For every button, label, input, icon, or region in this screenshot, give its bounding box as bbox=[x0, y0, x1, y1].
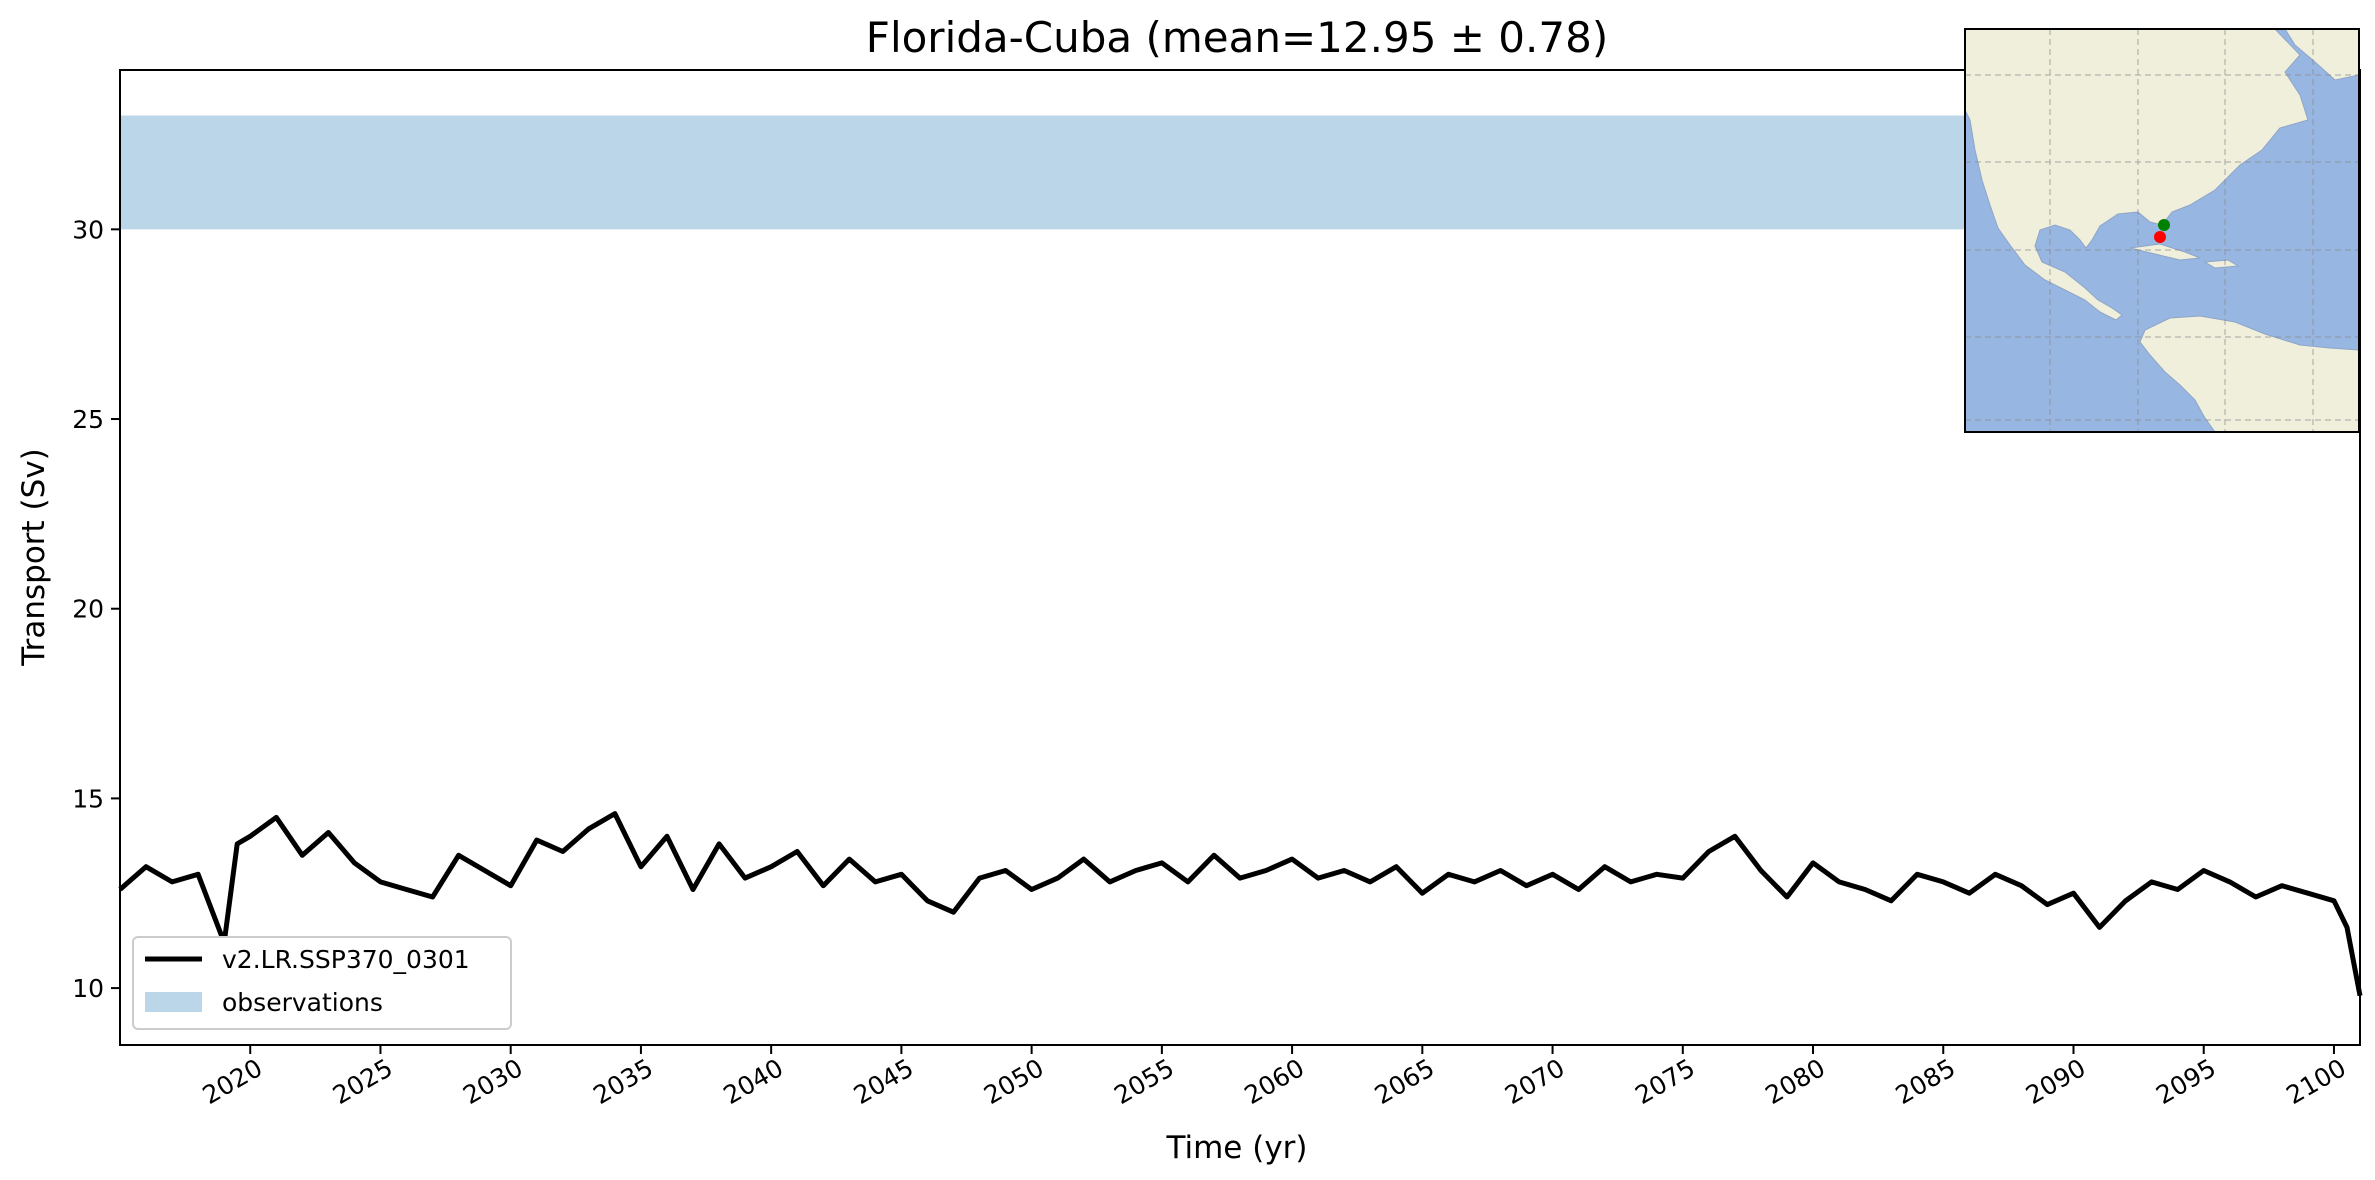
legend-observations-label: observations bbox=[222, 988, 383, 1017]
y-axis: 10 15 20 25 30 bbox=[72, 215, 120, 1003]
map-marker-start bbox=[2158, 219, 2170, 231]
map-land-south-america bbox=[2139, 315, 2359, 432]
x-tick-label-2025: 2025 bbox=[328, 1053, 398, 1110]
x-axis: 2020 2025 2030 2035 2040 2045 2050 2055 2060 2065… bbox=[198, 1045, 2351, 1110]
x-tick-label-2065: 2065 bbox=[1370, 1053, 1440, 1110]
x-tick-label-2030: 2030 bbox=[458, 1053, 528, 1110]
x-axis-label: Time (yr) bbox=[1166, 1130, 1308, 1166]
x-tick-label-2035: 2035 bbox=[588, 1053, 658, 1110]
map-land-cuba bbox=[2129, 243, 2201, 261]
legend-series-label: v2.LR.SSP370_0301 bbox=[222, 945, 470, 974]
chart-title: Florida-Cuba (mean=12.95 ± 0.78) bbox=[866, 13, 1608, 62]
series-layer bbox=[118, 811, 2363, 997]
y-tick-label-30: 30 bbox=[72, 215, 104, 244]
x-tick-label-2080: 2080 bbox=[1760, 1053, 1830, 1110]
y-tick-label-25: 25 bbox=[72, 405, 104, 434]
map-marker-end bbox=[2154, 231, 2166, 243]
x-tick-label-2070: 2070 bbox=[1500, 1053, 1570, 1110]
y-tick-label-15: 15 bbox=[72, 784, 104, 813]
map-land-greenland bbox=[2284, 29, 2359, 81]
map-land-hispaniola bbox=[2203, 259, 2240, 269]
x-tick-label-2020: 2020 bbox=[198, 1053, 268, 1110]
map-land-north-america bbox=[1965, 29, 2309, 321]
map-gridlines bbox=[1965, 29, 2359, 432]
x-tick-label-2085: 2085 bbox=[1891, 1053, 1961, 1110]
x-tick-label-2060: 2060 bbox=[1239, 1053, 1309, 1110]
y-tick-label-20: 20 bbox=[72, 595, 104, 624]
x-tick-label-2050: 2050 bbox=[979, 1053, 1049, 1110]
legend-observations-swatch bbox=[145, 992, 202, 1012]
map-frame bbox=[1964, 28, 2360, 433]
x-tick-label-2095: 2095 bbox=[2151, 1053, 2221, 1110]
x-tick-label-2075: 2075 bbox=[1630, 1053, 1700, 1110]
x-tick-label-2045: 2045 bbox=[849, 1053, 919, 1110]
series-line-0 bbox=[118, 811, 2363, 997]
x-tick-label-2055: 2055 bbox=[1109, 1053, 1179, 1110]
x-tick-label-2100: 2100 bbox=[2281, 1053, 2351, 1110]
y-tick-label-10: 10 bbox=[72, 974, 104, 1003]
legend-box bbox=[132, 936, 512, 1030]
inset-map bbox=[1964, 28, 2360, 433]
x-tick-label-2040: 2040 bbox=[719, 1053, 789, 1110]
legend: v2.LR.SSP370_0301 observations bbox=[132, 936, 512, 1030]
y-axis-label: Transport (Sv) bbox=[16, 448, 52, 667]
x-tick-label-2090: 2090 bbox=[2021, 1053, 2091, 1110]
plot-frame bbox=[119, 69, 2361, 1046]
